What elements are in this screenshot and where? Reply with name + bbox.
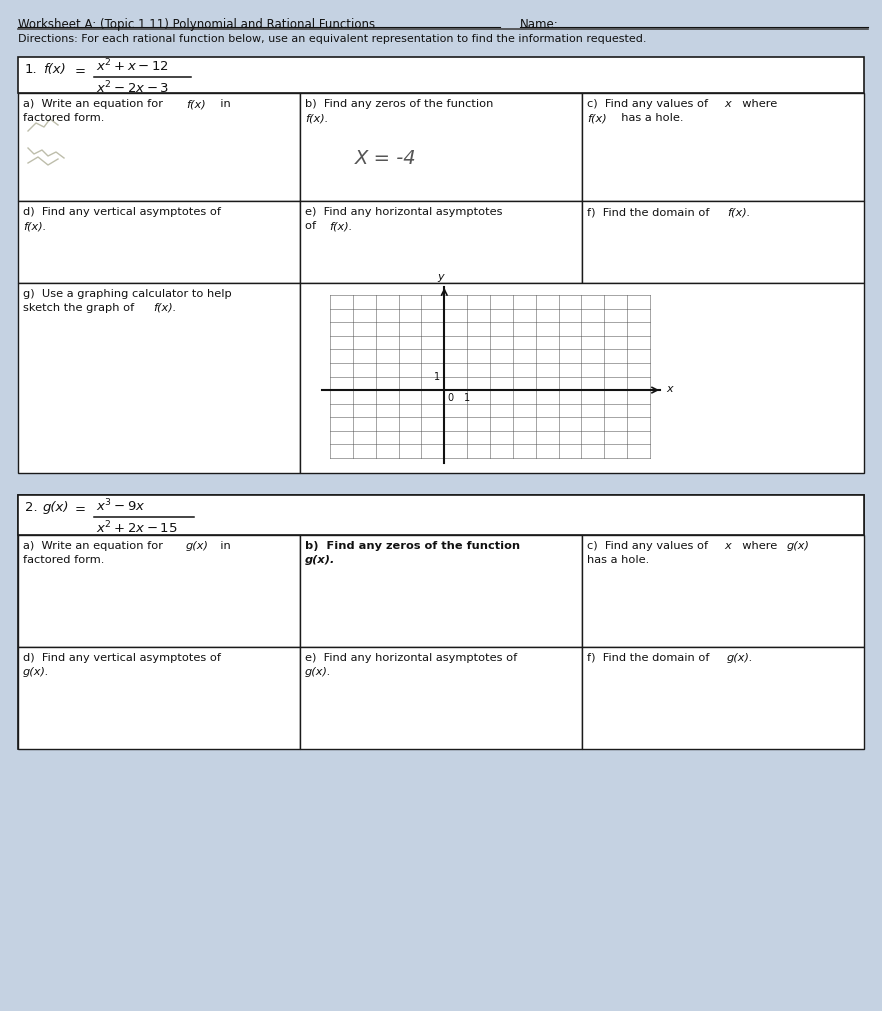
Text: g(x).: g(x). xyxy=(727,652,753,662)
Bar xyxy=(582,647,864,749)
Text: g(x): g(x) xyxy=(186,541,209,550)
Text: x: x xyxy=(666,384,673,393)
Bar xyxy=(582,536,864,647)
Bar xyxy=(18,495,864,749)
Text: x: x xyxy=(724,541,731,550)
Text: g(x).: g(x). xyxy=(23,666,49,676)
Text: 1.: 1. xyxy=(25,63,38,76)
Text: where: where xyxy=(735,541,784,550)
Bar xyxy=(582,202,864,284)
Text: g(x): g(x) xyxy=(43,500,70,514)
Text: has a hole.: has a hole. xyxy=(614,113,684,123)
Text: b)  Find any zeros of the function: b) Find any zeros of the function xyxy=(305,99,493,109)
Text: g(x).: g(x). xyxy=(305,666,332,676)
Bar xyxy=(18,284,300,473)
Text: in: in xyxy=(213,99,231,109)
Text: factored form.: factored form. xyxy=(23,113,104,123)
Text: e)  Find any horizontal asymptotes: e) Find any horizontal asymptotes xyxy=(305,207,503,216)
Text: has a hole.: has a hole. xyxy=(587,554,649,564)
Text: in: in xyxy=(213,541,231,550)
Bar xyxy=(18,94,300,202)
Text: b)  Find any zeros of the function: b) Find any zeros of the function xyxy=(305,541,520,550)
Text: y: y xyxy=(437,272,444,282)
Text: f)  Find the domain of: f) Find the domain of xyxy=(587,652,717,662)
Text: $x^2+x-12$: $x^2+x-12$ xyxy=(96,58,169,74)
Bar xyxy=(300,202,582,284)
Text: f)  Find the domain of: f) Find the domain of xyxy=(587,207,717,216)
Text: f(x).: f(x). xyxy=(23,220,47,231)
Text: f(x).: f(x). xyxy=(305,113,328,123)
Text: Worksheet A: (Topic 1.11) Polynomial and Rational Functions: Worksheet A: (Topic 1.11) Polynomial and… xyxy=(18,18,375,31)
Bar xyxy=(18,495,864,536)
Bar xyxy=(18,58,864,94)
Bar xyxy=(300,284,864,473)
Text: $x^2+2x-15$: $x^2+2x-15$ xyxy=(96,520,177,536)
Text: 1: 1 xyxy=(434,372,440,382)
Text: Directions: For each rational function below, use an equivalent representation t: Directions: For each rational function b… xyxy=(18,34,647,43)
Text: c)  Find any values of: c) Find any values of xyxy=(587,541,715,550)
Text: f(x): f(x) xyxy=(186,99,206,109)
Bar xyxy=(18,647,300,749)
Text: where: where xyxy=(735,99,777,109)
Text: $x^3-9x$: $x^3-9x$ xyxy=(96,497,146,514)
Text: 0: 0 xyxy=(447,392,453,402)
Text: a)  Write an equation for: a) Write an equation for xyxy=(23,99,170,109)
Text: $x^2-2x-3$: $x^2-2x-3$ xyxy=(96,80,169,96)
Bar xyxy=(300,647,582,749)
Bar xyxy=(18,536,300,647)
Text: 2.: 2. xyxy=(25,500,38,514)
Text: x: x xyxy=(724,99,731,109)
Bar xyxy=(300,536,582,647)
Text: f(x): f(x) xyxy=(587,113,607,123)
Text: a)  Write an equation for: a) Write an equation for xyxy=(23,541,170,550)
Text: =: = xyxy=(75,65,86,78)
Bar xyxy=(300,94,582,202)
Text: f(x).: f(x). xyxy=(153,302,176,312)
Text: X = -4: X = -4 xyxy=(355,149,416,168)
Text: g(x).: g(x). xyxy=(305,554,335,564)
Text: f(x): f(x) xyxy=(43,63,66,76)
Text: sketch the graph of: sketch the graph of xyxy=(23,302,141,312)
Text: f(x).: f(x). xyxy=(329,220,353,231)
Text: Name:: Name: xyxy=(520,18,559,31)
Text: d)  Find any vertical asymptotes of: d) Find any vertical asymptotes of xyxy=(23,652,221,662)
Text: e)  Find any horizontal asymptotes of: e) Find any horizontal asymptotes of xyxy=(305,652,517,662)
Text: of: of xyxy=(305,220,324,231)
Text: c)  Find any values of: c) Find any values of xyxy=(587,99,715,109)
Bar xyxy=(18,202,300,284)
Text: 1: 1 xyxy=(464,392,470,402)
Text: =: = xyxy=(75,502,86,516)
Text: factored form.: factored form. xyxy=(23,554,104,564)
Bar xyxy=(582,94,864,202)
Text: g)  Use a graphing calculator to help: g) Use a graphing calculator to help xyxy=(23,289,232,298)
Text: f(x).: f(x). xyxy=(727,207,751,216)
Text: g(x): g(x) xyxy=(787,541,810,550)
Text: d)  Find any vertical asymptotes of: d) Find any vertical asymptotes of xyxy=(23,207,221,216)
